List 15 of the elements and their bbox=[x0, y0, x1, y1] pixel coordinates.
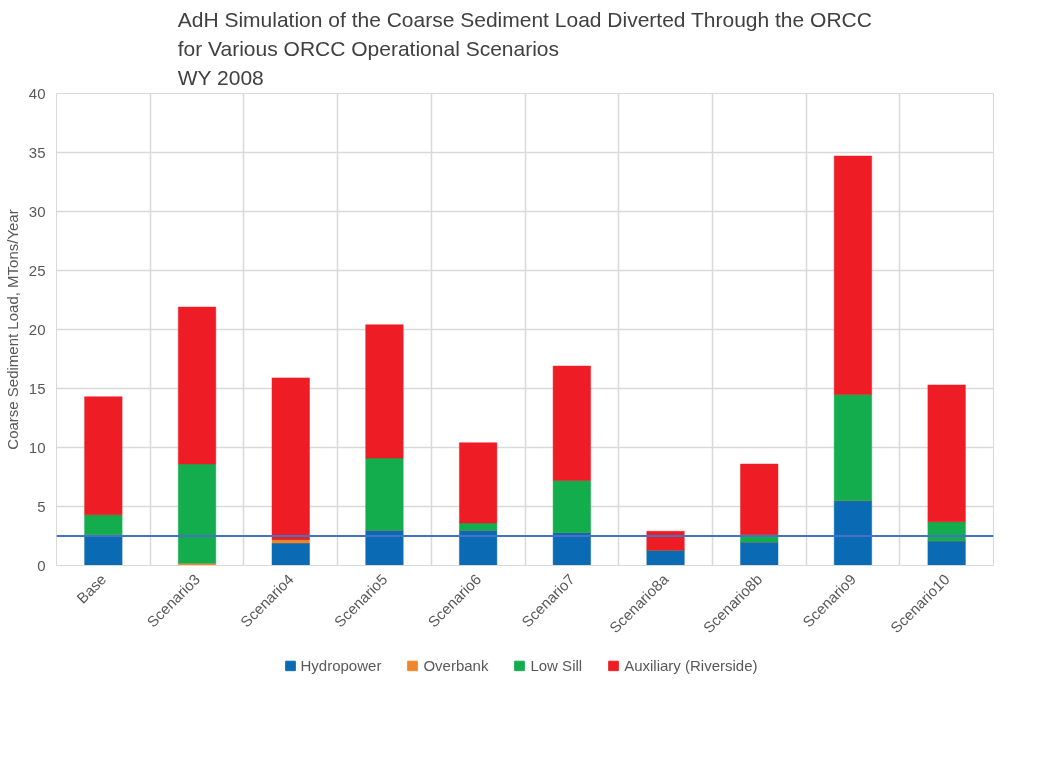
y-tick-label: 10 bbox=[28, 438, 46, 456]
y-tick-label: 0 bbox=[37, 556, 46, 574]
legend-label: Hydropower bbox=[300, 656, 382, 674]
legend-label: Low Sill bbox=[530, 656, 583, 674]
legend-label: Overbank bbox=[423, 656, 489, 674]
y-tick-label: 20 bbox=[28, 320, 46, 338]
chart-title: AdH Simulation of the Coarse Sediment Load Diverted Through the ORCC for Various ORCC Operational Scenarios WY 2008 bbox=[177, 8, 872, 89]
y-tick-label: 25 bbox=[28, 261, 46, 279]
y-tick-label: 30 bbox=[28, 202, 46, 220]
y-tick-label: 15 bbox=[28, 379, 46, 397]
legend-label: Auxiliary (Riverside) bbox=[624, 656, 758, 674]
y-tick-label: 35 bbox=[28, 143, 46, 161]
y-tick-label: 5 bbox=[37, 497, 46, 515]
y-axis-title: Coarse Sediment Load, MTons/Year bbox=[3, 209, 21, 450]
y-tick-label: 40 bbox=[28, 84, 46, 102]
